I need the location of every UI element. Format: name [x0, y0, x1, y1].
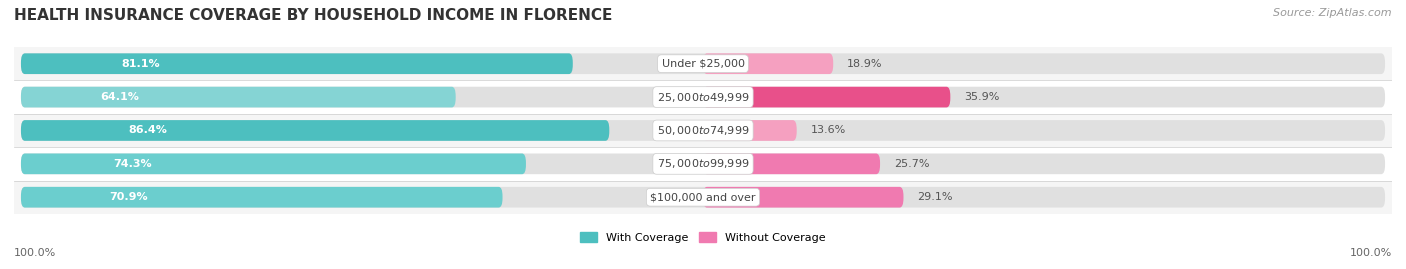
Text: 86.4%: 86.4%	[128, 125, 167, 136]
FancyBboxPatch shape	[21, 187, 502, 208]
FancyBboxPatch shape	[703, 87, 950, 107]
FancyBboxPatch shape	[14, 114, 1392, 147]
FancyBboxPatch shape	[21, 87, 1385, 107]
FancyBboxPatch shape	[21, 120, 1385, 141]
FancyBboxPatch shape	[703, 187, 904, 208]
Text: 100.0%: 100.0%	[1350, 248, 1392, 258]
Text: $50,000 to $74,999: $50,000 to $74,999	[657, 124, 749, 137]
FancyBboxPatch shape	[14, 147, 1392, 180]
FancyBboxPatch shape	[21, 154, 526, 174]
Text: HEALTH INSURANCE COVERAGE BY HOUSEHOLD INCOME IN FLORENCE: HEALTH INSURANCE COVERAGE BY HOUSEHOLD I…	[14, 8, 613, 23]
FancyBboxPatch shape	[21, 187, 1385, 208]
Text: 25.7%: 25.7%	[894, 159, 929, 169]
Text: $25,000 to $49,999: $25,000 to $49,999	[657, 91, 749, 104]
FancyBboxPatch shape	[21, 53, 1385, 74]
FancyBboxPatch shape	[703, 53, 834, 74]
FancyBboxPatch shape	[21, 87, 456, 107]
Text: 13.6%: 13.6%	[810, 125, 846, 136]
Text: 18.9%: 18.9%	[846, 59, 883, 69]
Legend: With Coverage, Without Coverage: With Coverage, Without Coverage	[576, 228, 830, 247]
Text: Source: ZipAtlas.com: Source: ZipAtlas.com	[1274, 8, 1392, 18]
FancyBboxPatch shape	[14, 180, 1392, 214]
Text: 74.3%: 74.3%	[112, 159, 152, 169]
Text: 64.1%: 64.1%	[100, 92, 139, 102]
Text: 100.0%: 100.0%	[14, 248, 56, 258]
FancyBboxPatch shape	[703, 120, 797, 141]
Text: 70.9%: 70.9%	[108, 192, 148, 202]
Text: $100,000 and over: $100,000 and over	[650, 192, 756, 202]
FancyBboxPatch shape	[14, 80, 1392, 114]
Text: $75,000 to $99,999: $75,000 to $99,999	[657, 157, 749, 170]
Text: 29.1%: 29.1%	[917, 192, 953, 202]
Text: 81.1%: 81.1%	[121, 59, 160, 69]
FancyBboxPatch shape	[21, 120, 609, 141]
FancyBboxPatch shape	[703, 154, 880, 174]
FancyBboxPatch shape	[14, 47, 1392, 80]
FancyBboxPatch shape	[21, 154, 1385, 174]
Text: 35.9%: 35.9%	[965, 92, 1000, 102]
FancyBboxPatch shape	[21, 53, 572, 74]
Text: Under $25,000: Under $25,000	[661, 59, 745, 69]
